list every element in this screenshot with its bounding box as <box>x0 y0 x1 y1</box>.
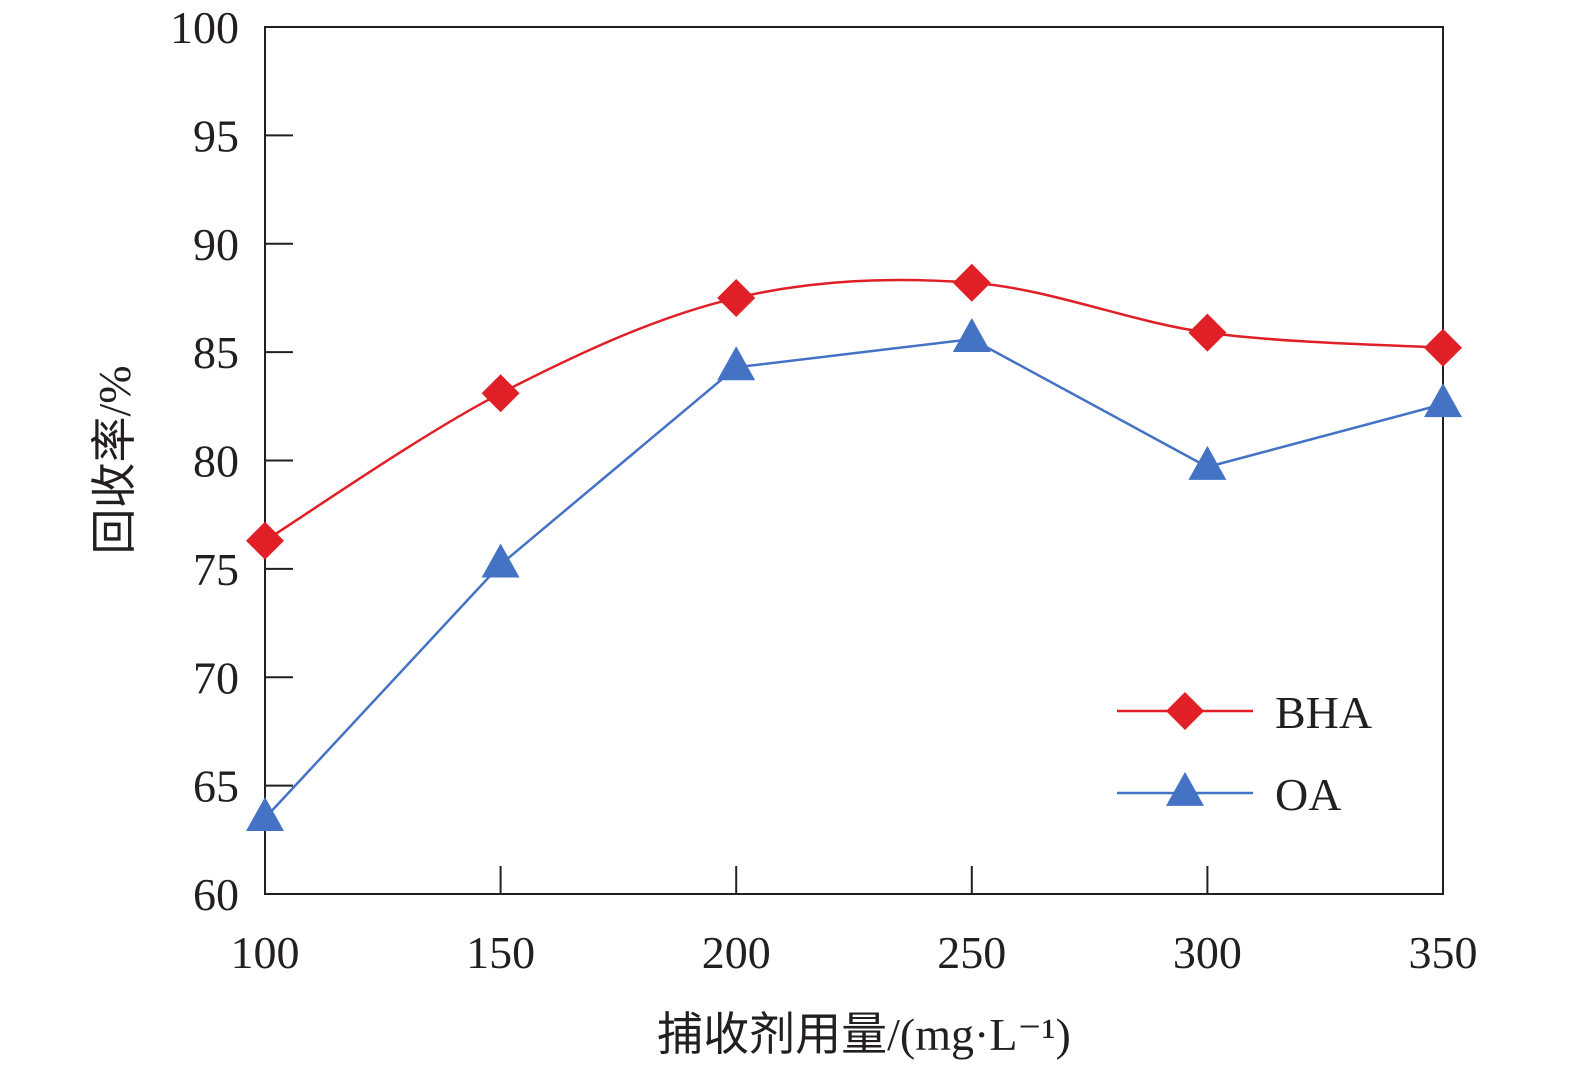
data-point-bha <box>717 278 756 317</box>
y-tick-label: 65 <box>193 761 239 812</box>
data-point-bha <box>1424 328 1462 367</box>
y-tick-label: 75 <box>193 544 239 595</box>
legend-label-bha: BHA <box>1275 687 1372 738</box>
y-axis-ticks: 60 65 70 75 80 85 90 95 100 <box>170 2 293 920</box>
x-tick-label: 300 <box>1173 927 1242 978</box>
y-tick-label: 90 <box>193 219 239 270</box>
data-point-bha <box>952 263 991 302</box>
x-tick-label: 100 <box>231 927 300 978</box>
x-axis-title: 捕收剂用量/(mg·L⁻¹) <box>657 1009 1071 1060</box>
data-point-oa <box>1424 383 1462 418</box>
y-tick-label: 100 <box>170 2 239 53</box>
data-point-oa <box>1188 445 1227 480</box>
y-tick-label: 60 <box>193 869 239 920</box>
legend-marker-triangle-icon <box>1166 771 1204 806</box>
data-point-bha <box>246 521 284 560</box>
x-axis-ticks: 100 150 200 250 300 350 <box>231 866 1478 978</box>
x-tick-label: 250 <box>937 927 1006 978</box>
legend: BHA OA <box>1117 687 1372 820</box>
y-axis-title: 回收率/% <box>89 365 140 554</box>
x-tick-label: 200 <box>702 927 771 978</box>
y-tick-label: 85 <box>193 327 239 378</box>
legend-marker-diamond-icon <box>1166 692 1204 730</box>
data-point-bha <box>481 374 520 413</box>
data-point-oa <box>246 797 284 832</box>
legend-label-oa: OA <box>1275 769 1341 820</box>
data-point-bha <box>1188 313 1227 352</box>
x-tick-label: 350 <box>1409 927 1478 978</box>
series-line-oa <box>264 337 1444 819</box>
y-tick-label: 80 <box>193 436 239 487</box>
legend-item-bha: BHA <box>1117 687 1372 738</box>
series-line-bha <box>264 278 1444 542</box>
data-point-oa <box>717 346 756 381</box>
y-tick-label: 95 <box>193 110 239 161</box>
data-point-oa <box>481 543 520 578</box>
series-layer <box>246 263 1462 832</box>
data-point-oa <box>952 318 991 353</box>
legend-item-oa: OA <box>1117 769 1341 820</box>
x-tick-label: 150 <box>466 927 535 978</box>
y-tick-label: 70 <box>193 652 239 703</box>
